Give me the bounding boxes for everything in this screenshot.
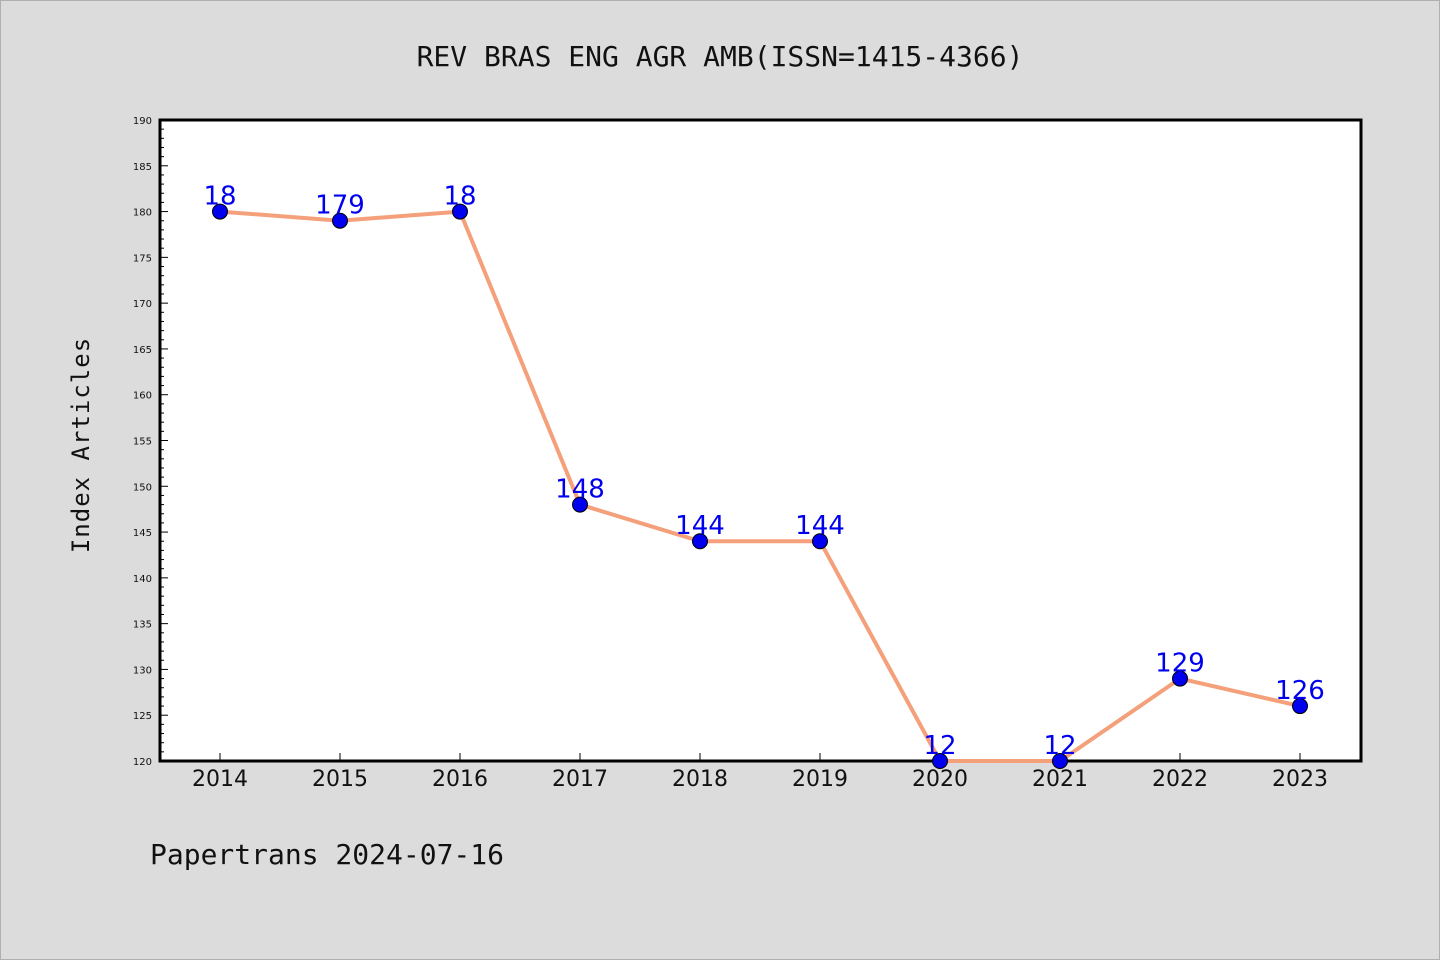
data-point — [692, 533, 708, 550]
data-point — [572, 496, 588, 513]
y-tick-label: 140 — [133, 574, 152, 585]
x-axis-ticks: 2014 2015 2016 2017 2018 2019 2020 2021 2022 2023 — [192, 753, 1328, 792]
y-tick-label: 180 — [133, 208, 152, 219]
data-label: 12 — [1043, 731, 1076, 761]
y-tick-label: 145 — [133, 528, 152, 539]
data-label: 148 — [555, 475, 605, 505]
data-point — [932, 753, 948, 769]
y-tick-label: 175 — [133, 253, 152, 264]
x-tick-label: 2020 — [912, 767, 968, 792]
y-tick-label: 160 — [133, 391, 152, 402]
series-layer: 18 179 18 148 144 144 12 12 129 126 — [203, 182, 1325, 769]
x-tick-label: 2018 — [672, 767, 728, 792]
data-label: 129 — [1155, 649, 1205, 679]
x-tick-label: 2015 — [312, 767, 368, 792]
y-axis-ticks: 120 125 130 135 140 145 150 155 160 165 170 175 180 1… — [133, 116, 168, 768]
y-tick-label: 120 — [133, 757, 152, 768]
footer-text: Papertrans 2024-07-16 — [150, 838, 504, 871]
y-tick-label: 185 — [133, 162, 152, 173]
y-axis-label: Index Articles — [67, 337, 95, 553]
x-tick-label: 2017 — [552, 767, 608, 792]
data-label: 126 — [1275, 676, 1325, 706]
x-tick-label: 2016 — [432, 767, 488, 792]
data-label: 144 — [675, 511, 725, 541]
y-tick-label: 165 — [133, 345, 152, 356]
x-tick-label: 2021 — [1032, 767, 1088, 792]
data-point — [332, 212, 348, 229]
data-point — [1172, 670, 1188, 687]
data-label: 12 — [923, 731, 956, 761]
data-label: 179 — [315, 191, 365, 221]
y-tick-label: 125 — [133, 711, 152, 722]
x-tick-label: 2014 — [192, 767, 248, 792]
data-label: 18 — [203, 182, 236, 212]
y-tick-label: 130 — [133, 665, 152, 676]
data-point — [812, 533, 828, 550]
x-tick-label: 2022 — [1152, 767, 1208, 792]
data-point — [1052, 753, 1068, 769]
data-point — [1292, 698, 1308, 715]
y-tick-label: 150 — [133, 482, 152, 493]
y-tick-label: 135 — [133, 620, 152, 631]
y-tick-label: 170 — [133, 299, 152, 310]
y-tick-label: 155 — [133, 437, 152, 448]
chart-title: REV BRAS ENG AGR AMB(ISSN=1415-4366) — [417, 40, 1024, 73]
x-tick-label: 2023 — [1272, 767, 1328, 792]
plot-area — [158, 118, 1363, 763]
y-tick-label: 190 — [133, 116, 152, 127]
data-label: 144 — [795, 511, 845, 541]
data-point — [212, 203, 228, 220]
x-tick-label: 2019 — [792, 767, 848, 792]
data-point — [452, 203, 468, 220]
series-line — [219, 209, 1301, 763]
data-label: 18 — [443, 182, 476, 212]
